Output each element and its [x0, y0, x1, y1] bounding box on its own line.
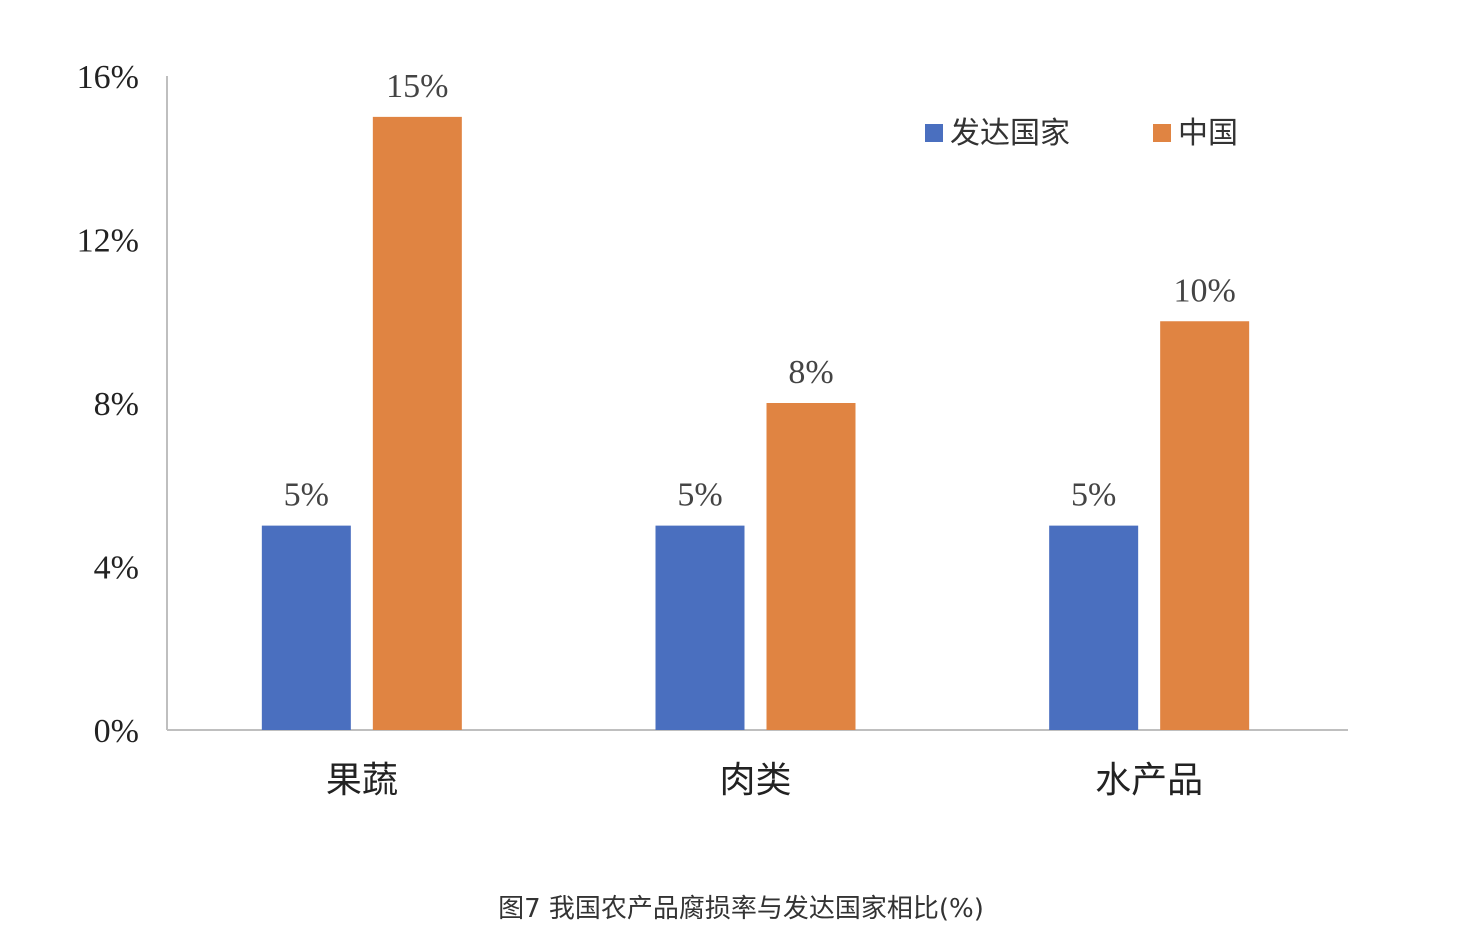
y-tick-label: 8% — [94, 386, 139, 423]
bar-data-label: 5% — [284, 477, 329, 514]
bar — [1049, 525, 1139, 730]
y-tick-label: 12% — [77, 223, 139, 260]
legend-label: 发达国家 — [950, 116, 1070, 151]
bar-data-label: 10% — [1174, 272, 1236, 309]
x-category-label: 肉类 — [719, 760, 791, 801]
bar-data-label: 5% — [1071, 477, 1116, 514]
y-tick-label: 0% — [94, 713, 139, 750]
bars — [261, 116, 1250, 730]
bar-data-label: 15% — [386, 68, 448, 105]
bar — [766, 403, 856, 730]
bar — [372, 116, 462, 730]
figure-caption: 图7 我国农产品腐损率与发达国家相比(%) — [498, 894, 984, 924]
legend: 发达国家 中国 — [925, 116, 1238, 151]
data-labels: 5% 15% 5% 8% 5% 10% — [284, 68, 1236, 514]
legend-swatch — [1153, 124, 1171, 142]
x-category-label: 水产品 — [1095, 760, 1203, 801]
x-category-label: 果蔬 — [326, 760, 398, 801]
bar-data-label: 8% — [788, 354, 833, 391]
legend-swatch — [925, 124, 943, 142]
bar — [1160, 321, 1250, 730]
bar — [655, 525, 745, 730]
axes: 0% 4% 8% 12% 16% 果蔬 肉类 水产品 — [77, 59, 1348, 801]
legend-label: 中国 — [1178, 116, 1238, 151]
bar-data-label: 5% — [677, 477, 722, 514]
bar — [261, 525, 351, 730]
y-tick-label: 16% — [77, 59, 139, 96]
y-tick-label: 4% — [94, 550, 139, 587]
